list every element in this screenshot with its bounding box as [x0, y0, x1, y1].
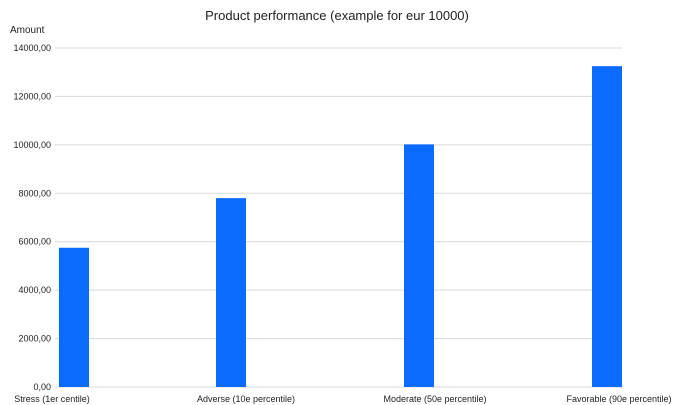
x-category-label: Favorable (90e percentile)	[566, 394, 671, 404]
y-tick-label: 0,00	[33, 382, 51, 392]
y-tick-label: 6000,00	[18, 237, 51, 247]
x-category-label: Moderate (50e percentile)	[383, 394, 486, 404]
y-tick-label: 12000,00	[13, 91, 51, 101]
chart-title: Product performance (example for eur 100…	[205, 8, 469, 23]
y-tick-label: 14000,00	[13, 43, 51, 53]
bar	[59, 247, 89, 387]
x-category-label: Stress (1er centile)	[14, 394, 90, 404]
bar	[404, 144, 434, 387]
y-tick-label: 8000,00	[18, 188, 51, 198]
bar	[216, 198, 246, 387]
y-axis-label: Amount	[10, 25, 45, 36]
y-tick-label: 2000,00	[18, 334, 51, 344]
bar	[592, 66, 622, 388]
y-tick-label: 10000,00	[13, 140, 51, 150]
y-tick-label: 4000,00	[18, 285, 51, 295]
x-category-label: Adverse (10e percentile)	[197, 394, 295, 404]
